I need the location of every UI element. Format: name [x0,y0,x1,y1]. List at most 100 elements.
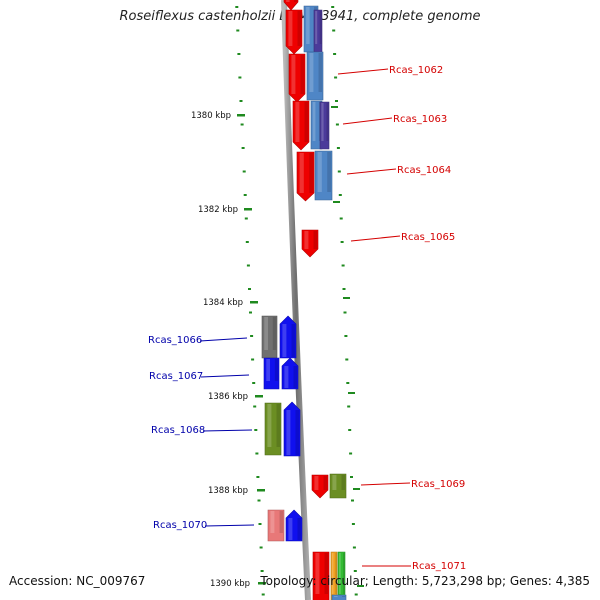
gene-feature[interactable] [301,229,319,258]
tick-mark [248,288,251,290]
gene-label[interactable]: Rcas_1063 [393,114,447,125]
gene-label[interactable]: Rcas_1066 [148,335,202,346]
tick-mark [258,523,262,525]
label-leader-line [202,429,253,432]
tick-mark [238,76,242,79]
gene-label[interactable]: Rcas_1070 [153,520,207,531]
tick-mark [245,241,249,243]
tick-mark [350,476,353,478]
tick-mark [336,147,340,149]
gene-feature[interactable] [312,551,330,600]
tick-mark [351,499,354,502]
tick-mark [259,546,263,549]
gene-feature[interactable] [319,101,330,150]
gene-feature[interactable] [337,551,346,600]
tick-mark [244,217,248,220]
gene-feature[interactable] [329,473,347,499]
tick-mark [335,100,338,102]
kbp-tick [255,395,263,398]
tick-mark [335,123,339,126]
label-leader-line [337,68,389,75]
major-tick [343,297,350,299]
tick-mark [237,53,241,55]
tick-mark [340,241,344,243]
gene-feature[interactable] [263,357,280,390]
tick-mark [253,405,257,408]
tick-mark [352,546,356,549]
gene-feature[interactable] [313,9,323,53]
gene-feature[interactable] [306,51,324,101]
gene-feature[interactable] [314,150,333,201]
gene-feature[interactable] [288,53,306,103]
tick-mark [249,311,252,314]
kbp-label: 1380 kbp [191,111,231,121]
tick-mark [257,499,261,502]
tick-mark [332,29,336,32]
label-leaders [199,68,411,567]
tick-mark [341,264,345,267]
gene-feature[interactable] [330,551,338,600]
kbp-label: 1384 kbp [203,298,243,308]
gene-label[interactable]: Rcas_1069 [411,479,465,490]
tick-mark [346,382,350,384]
kbp-label: 1388 kbp [208,486,248,496]
gene-label[interactable]: Rcas_1067 [149,371,203,382]
gene-feature[interactable] [296,151,315,202]
tick-mark [344,335,348,337]
topology-text: Topology: circular; Length: 5,723,298 bp… [260,574,590,588]
tick-mark [343,311,347,314]
gene-feature[interactable] [311,474,329,499]
gene-labels: Rcas_1062 Rcas_1063 Rcas_1064 Rcas_1065 Rcas… [148,65,466,572]
gene-label[interactable]: Rcas_1071 [412,561,466,572]
kbp-tick [237,114,245,117]
gene-feature[interactable] [285,509,303,542]
tick-mark [345,358,349,361]
gene-feature[interactable] [283,401,301,457]
tick-mark [342,288,346,290]
major-tick [331,106,338,108]
gene-feature[interactable] [261,315,278,359]
gene-label[interactable]: Rcas_1064 [397,165,451,176]
tick-mark [241,147,245,149]
tick-mark [252,382,256,384]
major-tick [333,201,340,203]
kbp-label: 1386 kbp [208,392,248,402]
gene-feature[interactable] [279,315,297,359]
chromosome-backbone [281,0,311,600]
accession-text: Accession: NC_009767 [9,574,146,588]
tick-mark [333,53,337,55]
gene-feature[interactable] [292,100,310,151]
gene-feature[interactable] [267,509,285,542]
tick-mark [348,429,352,431]
kbp-tick [257,489,265,492]
tick-mark [254,429,258,431]
label-leader-line [199,337,248,342]
major-tick [353,488,360,490]
kbp-tick [250,301,258,304]
gene-feature[interactable] [331,594,347,600]
kbp-tick [244,208,252,211]
tick-mark [243,194,247,196]
gene-feature[interactable] [283,0,299,11]
tick-mark [251,358,255,361]
gene-label[interactable]: Rcas_1068 [151,425,205,436]
gene-feature[interactable] [281,357,299,390]
label-leader-line [350,235,401,242]
gene-feature[interactable] [285,9,303,55]
tick-mark [240,123,244,126]
tick-mark [334,76,338,79]
gene-label[interactable]: Rcas_1062 [389,65,443,76]
gene-label[interactable]: Rcas_1065 [401,232,455,243]
tick-mark [235,6,239,8]
tick-mark [255,452,259,455]
tick-mark [239,100,243,102]
label-leader-line [204,524,255,527]
tick-mark [339,217,343,220]
kbp-axis-labels: 1380 kbp 1382 kbp 1384 kbp 1386 kbp 1388 kbp… [191,111,266,589]
tick-mark [337,170,341,173]
major-tick [348,392,355,394]
gene-features [261,0,347,600]
gene-feature[interactable] [264,402,282,456]
tick-mark [353,570,357,572]
tick-mark [260,570,264,572]
